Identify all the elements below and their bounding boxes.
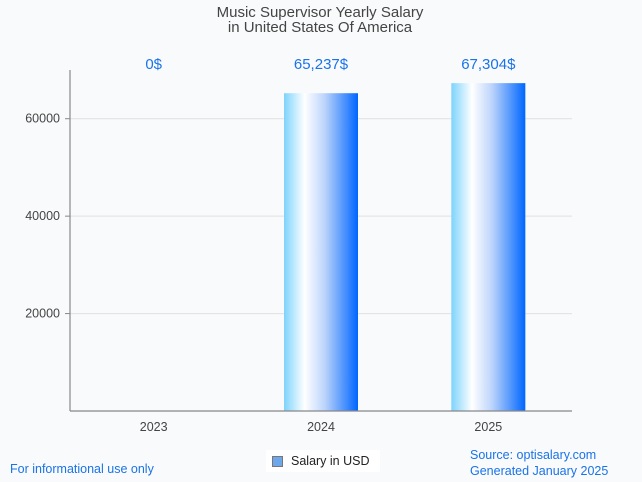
data-label-2025: 67,304$ xyxy=(461,56,516,73)
disclaimer-text: For informational use only xyxy=(10,462,154,476)
bar-2025 xyxy=(451,83,526,412)
y-axis-ticks: 20000 40000 60000 xyxy=(25,112,70,321)
y-tick-label: 40000 xyxy=(25,209,60,223)
legend-label: Salary in USD xyxy=(291,454,370,468)
source-info: Source: optisalary.com Generated January… xyxy=(470,447,608,479)
data-label-2024: 65,237$ xyxy=(294,56,349,73)
chart-title-line-1: Music Supervisor Yearly Salary xyxy=(217,4,424,21)
bar-2024 xyxy=(284,93,358,412)
data-label-2023: 0$ xyxy=(145,56,162,73)
y-tick-label: 20000 xyxy=(25,307,60,321)
x-axis-ticks: 2023 2024 2025 xyxy=(140,420,503,434)
generated-date: Generated January 2025 xyxy=(470,464,609,478)
bars xyxy=(284,83,526,412)
y-tick-label: 60000 xyxy=(25,112,60,126)
x-tick-label: 2023 xyxy=(140,420,168,434)
legend-swatch-icon xyxy=(272,455,283,467)
chart-title-line-2: in United States Of America xyxy=(228,19,413,36)
x-tick-label: 2025 xyxy=(474,420,502,434)
legend: Salary in USD xyxy=(266,450,380,472)
source-link[interactable]: Source: optisalary.com xyxy=(470,448,597,462)
x-tick-label: 2024 xyxy=(307,420,335,434)
data-labels: 0$ 65,237$ 67,304$ xyxy=(145,56,516,73)
